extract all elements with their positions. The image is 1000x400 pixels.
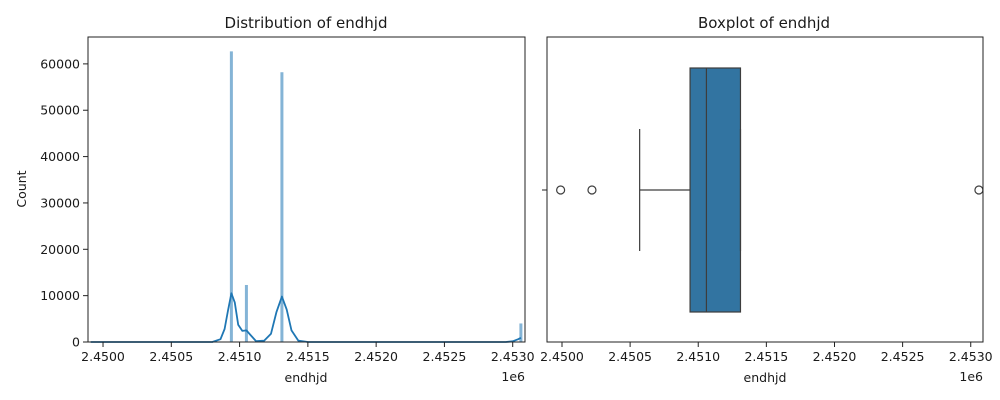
- x-tick-label: 2.4505: [608, 349, 652, 364]
- histogram-subplot: Distribution of endhjd 2.4500 2.4505 2.451…: [14, 14, 535, 385]
- y-tick-label: 0: [72, 335, 80, 350]
- x-tick-label: 2.4510: [676, 349, 720, 364]
- x-tick-label: 2.4505: [149, 349, 193, 364]
- y-tick-label: 30000: [40, 195, 80, 210]
- histogram-bar: [280, 72, 284, 342]
- x-tick-label: 2.4515: [744, 349, 788, 364]
- histogram-title: Distribution of endhjd: [225, 14, 388, 32]
- boxplot-axes-frame: [546, 36, 984, 343]
- outlier-point: [974, 185, 984, 195]
- y-tick-label: 60000: [40, 56, 80, 71]
- x-tick-label: 2.4500: [81, 349, 125, 364]
- y-tick-label: 50000: [40, 103, 80, 118]
- x-tick-label: 2.4520: [354, 349, 398, 364]
- histogram-x-offset-label: 1e6: [501, 369, 525, 384]
- histogram-bar: [229, 51, 233, 343]
- boxplot-x-ticks: 2.4500 2.4505 2.4510 2.4515 2.4520 2.4525 2.45…: [540, 342, 993, 364]
- y-tick-label: 10000: [40, 288, 80, 303]
- outlier-point: [587, 185, 597, 195]
- x-tick-label: 2.4500: [540, 349, 584, 364]
- y-tick-label: 20000: [40, 242, 80, 257]
- histogram-x-ticks: 2.4500 2.4505 2.4510 2.4515 2.4520 2.4525 2.45…: [81, 342, 535, 364]
- histogram-y-ticks: 0 10000 20000 30000 40000 50000 60000: [40, 56, 88, 350]
- x-tick-label: 2.4520: [813, 349, 857, 364]
- histogram-y-label: Count: [14, 170, 29, 207]
- x-tick-label: 2.4530: [491, 349, 535, 364]
- histogram-axes-frame: [87, 36, 526, 343]
- boxplot-x-label: endhjd: [744, 370, 787, 385]
- boxplot-marks: [556, 67, 984, 313]
- x-tick-label: 2.4515: [286, 349, 330, 364]
- iqr-box: [689, 67, 742, 313]
- outlier-point: [556, 185, 566, 195]
- boxplot-title: Boxplot of endhjd: [698, 14, 830, 32]
- x-tick-label: 2.4530: [949, 349, 993, 364]
- boxplot-subplot: Boxplot of endhjd 2.4500 2.4505 2.4510 2.45…: [540, 14, 993, 385]
- histogram-x-label: endhjd: [285, 370, 328, 385]
- kde-line: [90, 292, 522, 343]
- histogram-bar: [244, 284, 248, 342]
- y-tick-label: 40000: [40, 149, 80, 164]
- histogram-marks: [90, 51, 523, 343]
- x-tick-label: 2.4510: [218, 349, 262, 364]
- x-tick-label: 2.4525: [423, 349, 467, 364]
- x-tick-label: 2.4525: [881, 349, 925, 364]
- boxplot-x-offset-label: 1e6: [959, 369, 983, 384]
- histogram-bar: [519, 323, 523, 342]
